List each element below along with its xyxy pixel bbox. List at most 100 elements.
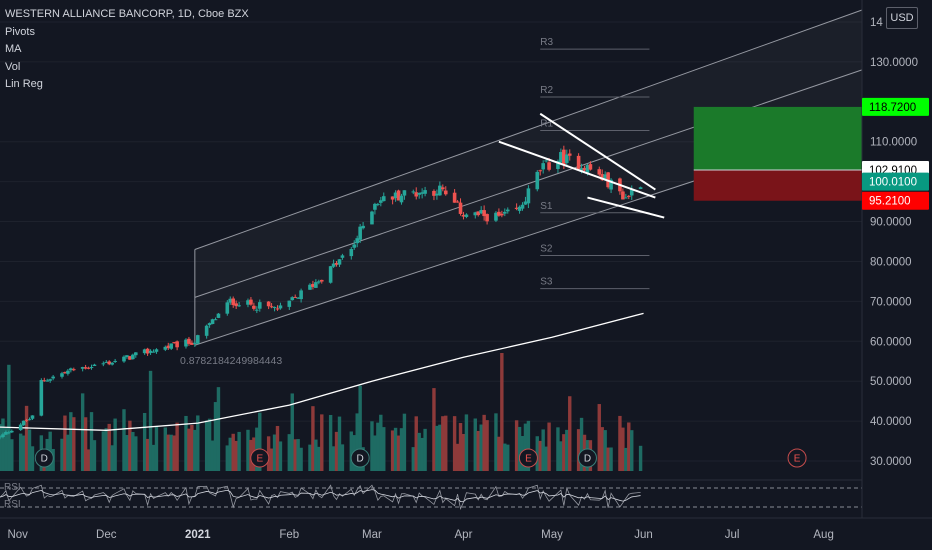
- trend-line[interactable]: [498, 140, 656, 199]
- volume-bar: [4, 427, 8, 471]
- candle: [562, 149, 566, 165]
- time-tick: Jun: [634, 529, 653, 541]
- candle: [131, 354, 135, 360]
- candle: [275, 308, 280, 310]
- candle: [349, 249, 354, 257]
- earnings-marker[interactable]: [787, 448, 807, 468]
- volume-bar: [190, 424, 194, 471]
- candle: [39, 380, 44, 416]
- volume-bar: [125, 435, 129, 471]
- candle: [225, 302, 230, 314]
- candlesticks: [0, 145, 643, 440]
- candle: [399, 195, 404, 203]
- volume-bar: [523, 423, 528, 471]
- candle: [626, 195, 631, 197]
- candle: [128, 356, 132, 360]
- indicator-vol[interactable]: Vol: [5, 60, 21, 73]
- candle: [547, 162, 551, 170]
- event-label: D: [41, 454, 48, 465]
- volume-bar: [414, 416, 418, 471]
- candle: [443, 190, 448, 195]
- candle: [51, 376, 55, 379]
- indicator-pivots[interactable]: Pivots: [5, 25, 35, 38]
- candle: [541, 163, 545, 170]
- volume-bar: [151, 444, 156, 471]
- indicator-linreg[interactable]: Lin Reg: [5, 78, 43, 90]
- volume-bar: [110, 445, 114, 471]
- candle: [314, 282, 318, 288]
- volume-bar: [18, 433, 23, 471]
- dividend-marker[interactable]: [350, 448, 370, 468]
- volume-bar: [83, 417, 88, 471]
- currency-button[interactable]: USD: [886, 7, 918, 29]
- volume-bar: [308, 444, 312, 471]
- candle: [458, 202, 463, 214]
- pivot-label: R1: [540, 119, 553, 130]
- candle: [576, 155, 581, 170]
- symbol-title[interactable]: WESTERN ALLIANCE BANCORP, 1D, Cboe BZX: [5, 8, 249, 20]
- profit-zone[interactable]: [693, 106, 862, 171]
- candle: [455, 201, 460, 203]
- earnings-marker[interactable]: [250, 448, 270, 468]
- volume-bar: [411, 447, 415, 471]
- event-label: E: [256, 454, 263, 465]
- price-tick: 130.0000: [870, 57, 918, 69]
- annotation: 0.8782184249984443: [180, 355, 282, 367]
- dividend-marker[interactable]: [34, 448, 54, 468]
- candle: [638, 187, 643, 190]
- candle: [526, 188, 531, 204]
- loss-zone[interactable]: [693, 170, 862, 201]
- volume-bar: [638, 445, 643, 471]
- candle: [287, 300, 292, 307]
- price-tick: 50.0000: [870, 376, 912, 388]
- candle: [175, 341, 179, 348]
- indicator-ma[interactable]: MA: [5, 43, 22, 55]
- candle: [473, 212, 478, 216]
- candle: [246, 300, 250, 305]
- trend-line[interactable]: [587, 196, 665, 219]
- price-tick: 70.0000: [870, 296, 912, 308]
- long-position-tool[interactable]: [693, 106, 862, 201]
- trend-lines[interactable]: [498, 112, 665, 219]
- candle: [269, 306, 274, 308]
- volume-bar: [382, 427, 386, 471]
- volume-bar: [399, 428, 404, 471]
- volume-bar: [579, 417, 584, 471]
- volume-bar: [122, 409, 126, 471]
- candle: [423, 190, 427, 194]
- volume-bar: [606, 447, 610, 471]
- candle: [80, 367, 85, 369]
- candle: [193, 342, 197, 344]
- volume-bar: [24, 405, 29, 471]
- volume-bar: [390, 430, 395, 471]
- volume-bar: [107, 423, 111, 471]
- candle: [523, 201, 528, 205]
- pivot-label: S3: [540, 277, 553, 288]
- volume-bar: [92, 440, 97, 471]
- candle: [559, 152, 563, 163]
- candle: [89, 366, 94, 368]
- volume-bar: [438, 424, 442, 471]
- volume-bar: [10, 439, 14, 471]
- candle: [544, 160, 548, 162]
- volume-bar: [163, 427, 168, 471]
- trend-line[interactable]: [539, 112, 656, 191]
- time-axis[interactable]: Nov Dec 2021 Feb Mar Apr May Jun Jul Aug: [0, 517, 932, 541]
- volume-bar: [600, 427, 604, 471]
- candle: [520, 204, 525, 209]
- candle: [432, 190, 436, 196]
- volume-bar: [27, 429, 32, 471]
- earnings-marker[interactable]: [518, 448, 538, 468]
- price-axis[interactable]: 30.0000 40.0000 50.0000 60.0000 70.0000 80.00…: [861, 0, 932, 550]
- volume-bar: [402, 413, 407, 471]
- volume-bar: [603, 430, 607, 471]
- channel-upper: [194, 9, 863, 250]
- candle: [63, 372, 67, 374]
- candle: [48, 379, 52, 381]
- pivot-label: S1: [540, 201, 553, 212]
- dividend-marker[interactable]: [577, 448, 597, 468]
- event-label: D: [584, 454, 591, 465]
- volume-bar: [370, 421, 374, 471]
